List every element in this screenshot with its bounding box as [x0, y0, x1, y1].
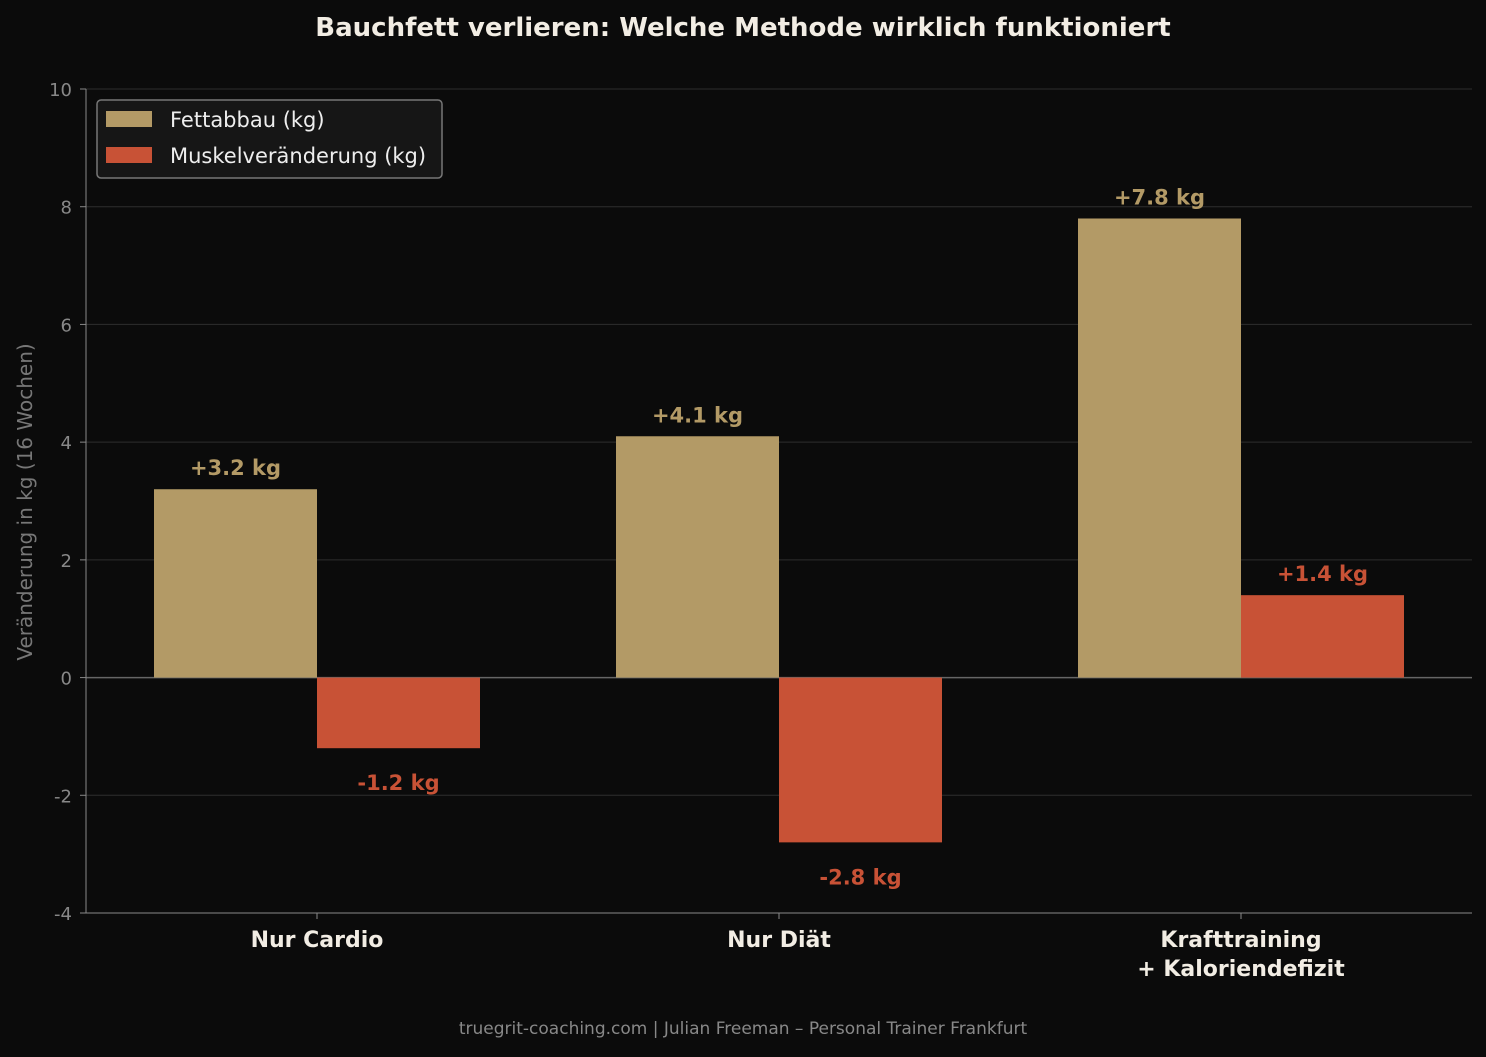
- chart-title: Bauchfett verlieren: Welche Methode wirk…: [315, 13, 1170, 43]
- data-label: +7.8 kg: [1114, 185, 1205, 209]
- x-tick-label: + Kaloriendefizit: [1137, 957, 1345, 982]
- legend: Fettabbau (kg) Muskelveränderung (kg): [96, 99, 443, 179]
- data-label: +3.2 kg: [190, 456, 281, 480]
- bar-muskel: [1241, 595, 1404, 678]
- y-axis-label: Veränderung in kg (16 Wochen): [13, 343, 37, 660]
- x-tick-label: Nur Diät: [727, 928, 831, 953]
- x-tick-label: Nur Cardio: [251, 928, 384, 953]
- data-label: -1.2 kg: [357, 771, 439, 795]
- y-tick-label: 2: [61, 551, 72, 572]
- bar-fettabbau: [154, 489, 317, 678]
- bar-fettabbau: [1078, 218, 1241, 678]
- y-tick-label: 10: [49, 80, 72, 101]
- data-label: +4.1 kg: [652, 403, 743, 427]
- y-tick-label: 0: [61, 669, 72, 690]
- legend-box: [96, 99, 443, 179]
- data-label: -2.8 kg: [819, 865, 901, 889]
- legend-label: Fettabbau (kg): [170, 108, 325, 132]
- bar-muskel: [779, 677, 942, 843]
- bar-fettabbau: [616, 436, 779, 678]
- y-tick-label: -4: [54, 904, 72, 925]
- y-tick-label: 6: [61, 315, 72, 336]
- data-label: +1.4 kg: [1277, 562, 1368, 586]
- bar-muskel: [317, 677, 480, 749]
- y-tick-label: 8: [61, 198, 72, 219]
- legend-label: Muskelveränderung (kg): [170, 144, 426, 168]
- legend-swatch: [106, 147, 152, 163]
- y-tick-label: -2: [54, 786, 72, 807]
- legend-swatch: [106, 111, 152, 127]
- x-tick-label: Krafttraining: [1160, 928, 1321, 953]
- footer-credit: truegrit-coaching.com | Julian Freeman –…: [459, 1019, 1028, 1039]
- y-tick-label: 4: [61, 433, 72, 454]
